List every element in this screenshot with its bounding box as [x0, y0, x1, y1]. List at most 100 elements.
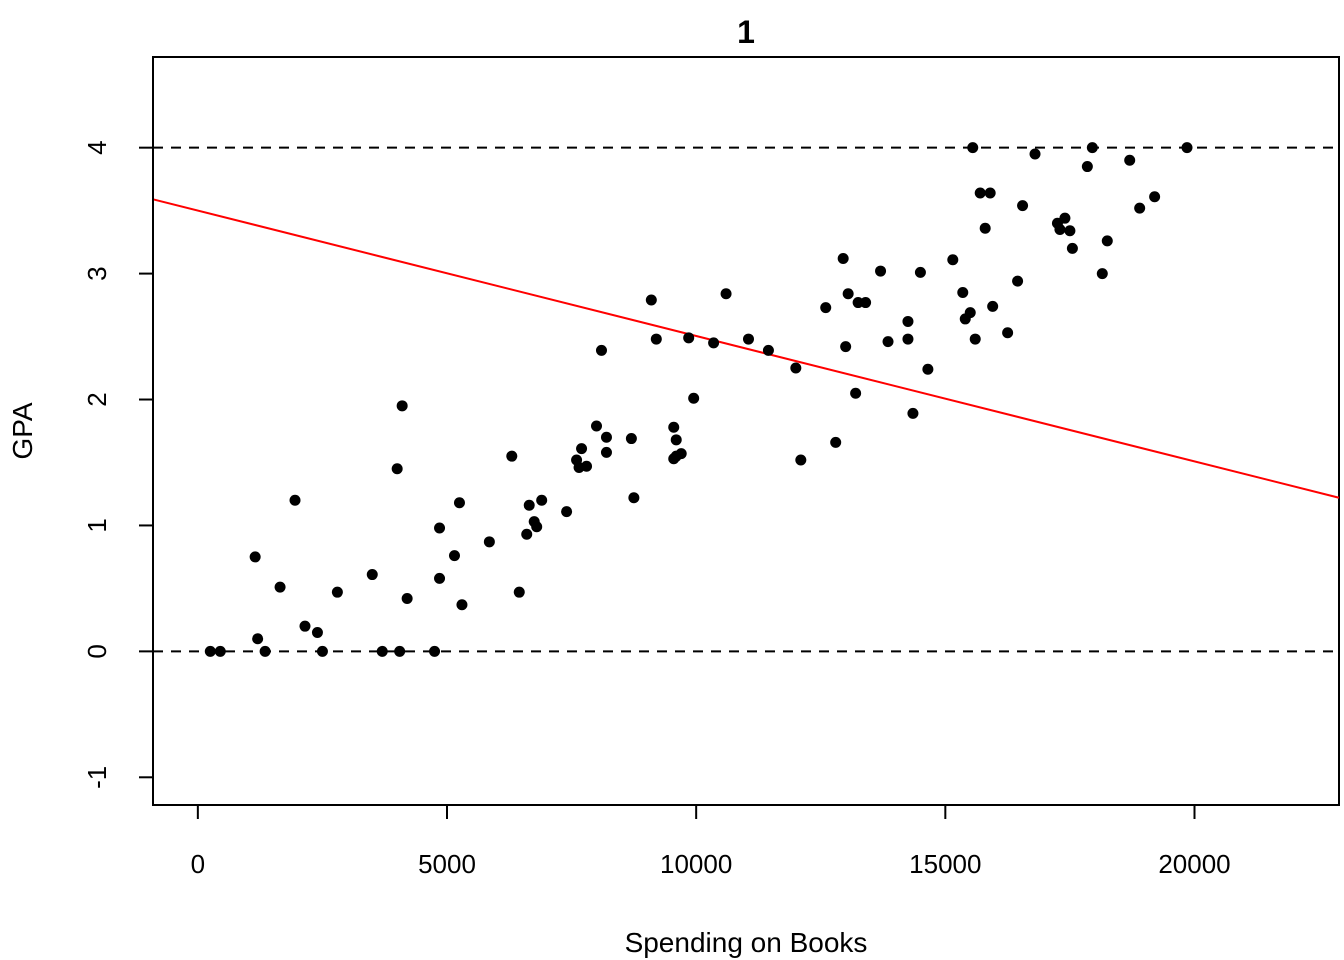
- data-point-97: [1149, 191, 1161, 203]
- data-point-98: [1181, 142, 1193, 154]
- y-tick-label-4: 4: [82, 140, 112, 154]
- data-point-9: [316, 645, 328, 657]
- data-point-68: [902, 333, 914, 345]
- data-point-80: [984, 187, 996, 199]
- data-point-5: [274, 581, 286, 593]
- reference-lines: [153, 146, 1339, 653]
- data-point-81: [987, 300, 999, 312]
- data-point-6: [289, 494, 301, 506]
- y-tick-label-0: 0: [82, 644, 112, 658]
- x-tick-label-0: 0: [191, 849, 205, 879]
- data-point-48: [675, 448, 687, 460]
- chart-title: 1: [737, 14, 755, 50]
- data-point-34: [576, 443, 588, 455]
- data-point-88: [1059, 212, 1071, 224]
- x-tick-label-15000: 15000: [909, 849, 981, 879]
- data-point-72: [947, 254, 959, 266]
- data-point-95: [1124, 154, 1136, 166]
- data-point-55: [790, 362, 802, 374]
- data-point-3: [252, 633, 264, 645]
- data-point-7: [299, 620, 311, 632]
- data-point-93: [1096, 268, 1108, 280]
- x-axis: 0 5000 10000 15000 20000: [191, 804, 1231, 879]
- y-tick-label-2: 2: [82, 392, 112, 406]
- data-point-42: [645, 294, 657, 306]
- data-points: [204, 142, 1193, 657]
- data-point-79: [979, 222, 991, 234]
- data-point-13: [391, 463, 403, 475]
- data-point-60: [840, 341, 852, 353]
- data-point-22: [456, 599, 468, 611]
- data-point-58: [830, 436, 842, 448]
- data-point-36: [591, 420, 603, 432]
- data-point-70: [914, 266, 926, 278]
- data-point-61: [842, 288, 854, 300]
- data-point-38: [600, 446, 612, 458]
- data-point-35: [581, 460, 593, 472]
- data-point-52: [720, 288, 732, 300]
- data-point-24: [506, 450, 518, 462]
- data-point-67: [902, 315, 914, 327]
- data-point-17: [429, 645, 441, 657]
- fit-line-group: [152, 198, 1340, 499]
- data-point-29: [531, 521, 543, 533]
- data-point-10: [331, 586, 343, 598]
- data-point-62: [850, 387, 862, 399]
- plot-frame: [152, 56, 1340, 806]
- data-point-84: [1017, 200, 1029, 212]
- y-axis-label: GPA: [7, 402, 38, 459]
- data-point-66: [882, 336, 894, 348]
- data-point-41: [628, 492, 640, 504]
- data-point-2: [249, 551, 261, 563]
- data-point-23: [483, 536, 495, 548]
- data-point-40: [625, 433, 637, 445]
- y-tick-label-1: 1: [82, 518, 112, 532]
- y-tick-label-3: 3: [82, 266, 112, 280]
- x-tick-label-10000: 10000: [660, 849, 732, 879]
- data-point-12: [376, 645, 388, 657]
- data-point-11: [366, 569, 378, 581]
- data-point-85: [1029, 148, 1041, 160]
- data-point-21: [453, 497, 465, 509]
- data-point-19: [434, 522, 446, 534]
- data-point-37: [595, 344, 607, 356]
- data-point-0: [204, 645, 216, 657]
- y-axis: -1 0 1 2 3 4: [82, 140, 154, 789]
- data-point-8: [311, 626, 323, 638]
- data-point-77: [969, 333, 981, 345]
- data-point-76: [967, 142, 979, 154]
- data-point-43: [650, 333, 662, 345]
- data-point-96: [1134, 202, 1146, 214]
- data-point-30: [536, 494, 548, 506]
- data-point-46: [670, 434, 682, 446]
- data-point-54: [762, 344, 774, 356]
- data-point-92: [1086, 142, 1098, 154]
- data-point-27: [523, 499, 535, 511]
- data-point-94: [1101, 235, 1113, 247]
- data-point-53: [742, 333, 754, 345]
- data-point-14: [394, 645, 406, 657]
- data-point-83: [1012, 275, 1024, 287]
- data-point-90: [1066, 242, 1078, 254]
- data-point-26: [521, 528, 533, 540]
- y-tick-label--1: -1: [82, 766, 112, 789]
- data-point-18: [434, 572, 446, 584]
- data-point-1: [214, 645, 226, 657]
- data-point-89: [1064, 225, 1076, 237]
- x-tick-label-20000: 20000: [1158, 849, 1230, 879]
- x-axis-label: Spending on Books: [625, 927, 868, 958]
- data-point-25: [513, 586, 525, 598]
- data-point-57: [820, 302, 832, 314]
- data-point-59: [837, 252, 849, 264]
- data-point-91: [1081, 161, 1093, 173]
- data-point-16: [401, 592, 413, 604]
- data-point-75: [964, 307, 976, 319]
- data-point-15: [396, 400, 408, 412]
- data-point-4: [259, 645, 271, 657]
- data-point-49: [683, 332, 695, 344]
- data-point-73: [957, 286, 969, 298]
- x-tick-label-5000: 5000: [418, 849, 476, 879]
- data-point-69: [907, 407, 919, 419]
- data-point-78: [974, 187, 986, 199]
